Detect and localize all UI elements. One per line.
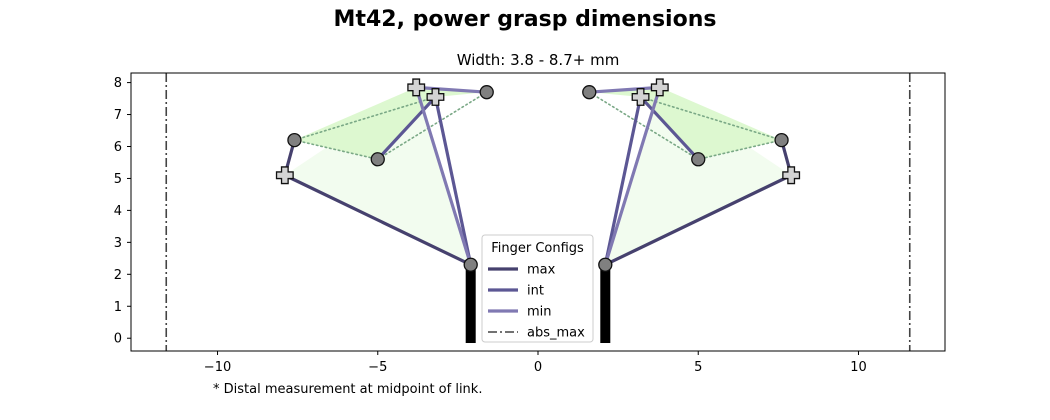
legend-label-min: min [527,305,552,320]
y-tick-label: 3 [114,236,122,251]
y-tick-label: 2 [114,268,122,283]
left-tip-marker-0 [275,166,294,185]
footnote: * Distal measurement at midpoint of link… [213,382,482,397]
right-outer-workspace [605,87,792,265]
legend-box [481,234,594,343]
right-dotted-line-2 [639,96,783,141]
left-joint-1 [370,152,385,167]
left-joint-2 [479,85,494,100]
right-joint-2 [582,85,597,100]
left-outer-workspace [284,87,471,265]
y-tick-label: 8 [114,76,122,91]
y-tick-label: 5 [114,172,122,187]
y-tick-label: 4 [114,204,122,219]
right-joint-0 [774,132,789,148]
x-tick-label: −5 [368,360,387,375]
x-tick-label: 10 [850,360,867,375]
right-tip-marker-2 [650,78,669,97]
right-tip-marker-1 [631,88,650,106]
chart-subtitle: Width: 3.8 - 8.7+ mm [457,51,620,69]
right-inner-workspace [589,87,782,160]
axis-ticks: −10 −5 0 5 10 0 1 2 3 4 5 6 7 8 [114,76,867,375]
left-tip-marker-1 [426,88,445,106]
legend-label-abs_max: abs_max [527,326,585,341]
x-tick-label: 0 [534,360,542,375]
x-tick-label: 5 [694,360,702,375]
x-tick-label: −10 [204,360,231,375]
base-bar-1 [600,264,611,344]
legend-label-int: int [527,284,544,299]
left-joint-0 [287,132,302,148]
plot-content [165,73,911,351]
right-joint-1 [691,152,706,167]
y-tick-label: 6 [114,140,122,155]
y-tick-label: 0 [114,332,122,347]
right-tip-marker-0 [782,166,801,185]
right-dotted-line-0 [697,139,783,161]
base-bar-0 [465,264,476,344]
legend-label-max: max [527,263,556,278]
right-dotted-line-1 [588,91,700,161]
y-tick-label: 7 [114,108,122,123]
y-tick-label: 1 [114,300,122,315]
left-inner-workspace [294,87,487,160]
left-tip-marker-2 [407,78,426,97]
left-dotted-line-0 [293,139,379,161]
legend-title: Finger Configs [491,241,584,256]
chart-title: Mt42, power grasp dimensions [334,7,717,32]
right-base-joint [598,257,613,272]
left-dotted-line-2 [293,96,437,141]
legend: Finger Configs max int min abs_max [481,234,594,343]
plot-area [130,72,946,352]
left-base-joint [463,257,478,272]
left-dotted-line-1 [376,91,488,161]
